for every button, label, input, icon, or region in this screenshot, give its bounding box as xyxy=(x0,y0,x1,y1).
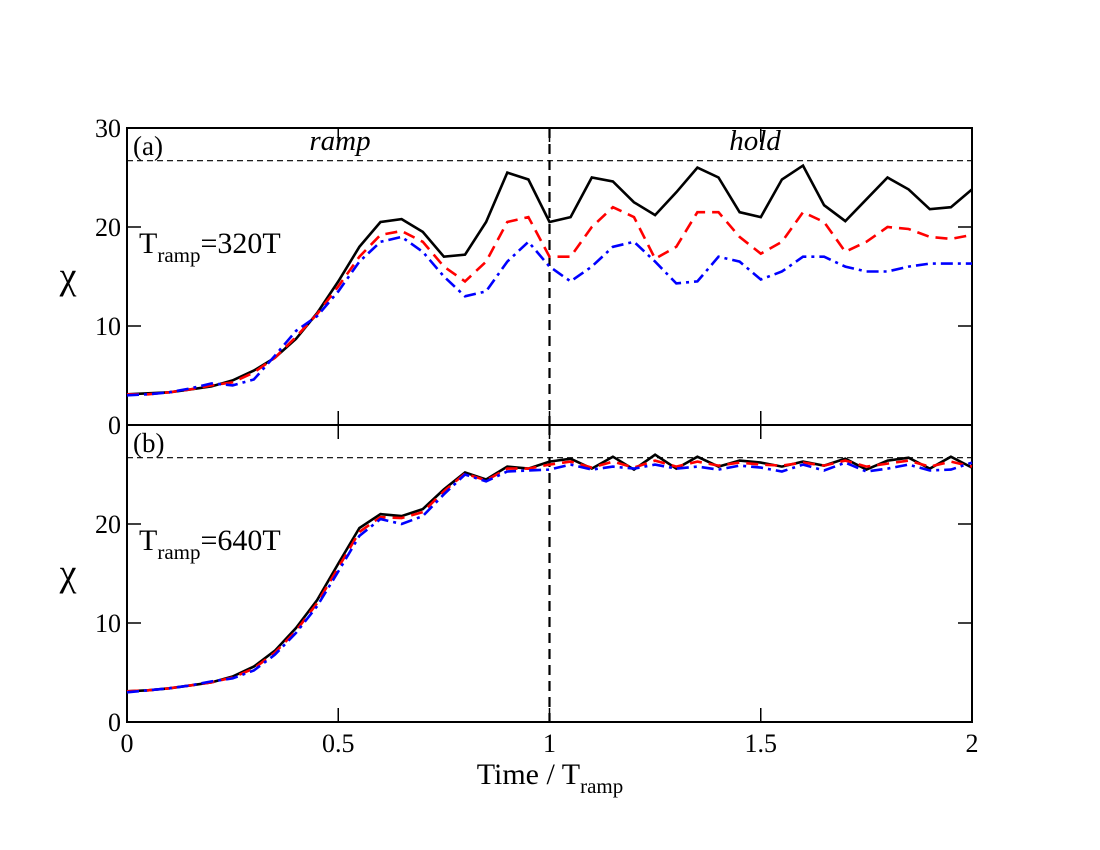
inset-label: Tramp=320T xyxy=(139,227,281,267)
phase-label: hold xyxy=(729,125,781,157)
x-axis-label-main: Time / T xyxy=(477,758,580,791)
y-tick-label: 10 xyxy=(95,312,121,341)
inset-label-tail: =320T xyxy=(200,227,280,260)
x-tick-label: 1 xyxy=(543,729,556,758)
x-tick-label: 0.5 xyxy=(322,729,355,758)
y-tick-label: 20 xyxy=(95,510,121,539)
y-tick-label: 0 xyxy=(108,411,121,440)
phase-label: ramp xyxy=(309,125,370,157)
inset-label: Tramp=640T xyxy=(139,524,281,564)
series-line xyxy=(127,205,973,396)
x-tick-label: 2 xyxy=(966,729,979,758)
y-axis-label: χ xyxy=(59,256,77,298)
inset-label-tail: =640T xyxy=(200,524,280,557)
y-tick-label: 10 xyxy=(95,609,121,638)
y-tick-label: 0 xyxy=(108,708,121,737)
panel-label: (b) xyxy=(133,428,164,458)
y-axis-label: χ xyxy=(59,553,77,595)
inset-label-sub: ramp xyxy=(157,540,200,564)
x-tick-label: 1.5 xyxy=(745,729,778,758)
inset-label-sub: ramp xyxy=(157,243,200,267)
x-axis-label: Time / Tramp xyxy=(477,758,624,798)
inset-label-main: T xyxy=(139,524,157,557)
panel-label: (a) xyxy=(133,131,163,161)
inset-label-main: T xyxy=(139,227,157,260)
y-tick-label: 30 xyxy=(95,114,121,143)
series-line xyxy=(126,459,973,693)
y-tick-label: 20 xyxy=(95,213,121,242)
x-axis-label-sub: ramp xyxy=(580,774,623,798)
x-tick-label: 0 xyxy=(121,729,134,758)
series-line xyxy=(126,461,973,694)
